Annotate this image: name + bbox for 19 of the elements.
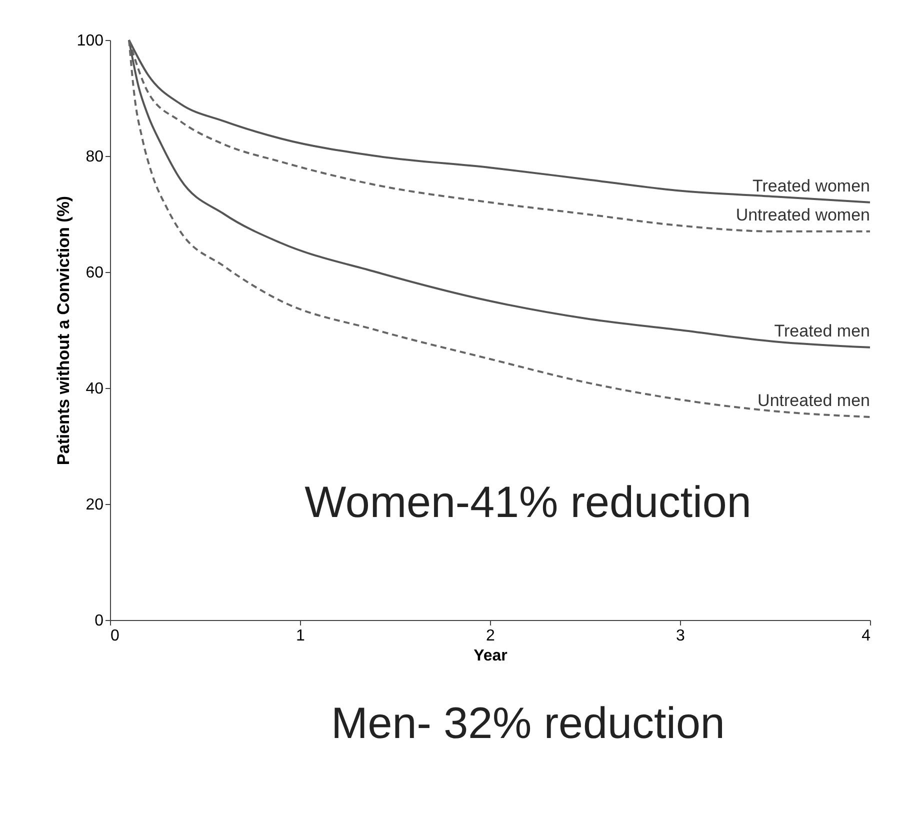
y-tick-label: 80	[86, 148, 104, 166]
y-tick-label: 40	[86, 380, 104, 398]
series-label: Untreated men	[758, 391, 870, 410]
y-tick-label: 20	[86, 496, 104, 514]
series-label: Treated women	[752, 176, 870, 196]
y-axis-title: Patients without a Conviction (%)	[54, 196, 73, 466]
x-tick-label: 1	[296, 628, 306, 644]
y-tick-label: 100	[76, 32, 104, 50]
x-axis-title: Year	[474, 648, 508, 664]
y-tick-label: 60	[86, 264, 104, 282]
x-tick-label: 4	[862, 628, 871, 644]
series-label: Untreated women	[736, 205, 870, 224]
text: Men- 32% reduction	[331, 699, 725, 748]
y-tick-label: 0	[94, 612, 104, 630]
x-tick-label: 2	[486, 628, 496, 644]
x-tick-label: 0	[110, 628, 120, 644]
series-label: Treated men	[774, 321, 870, 340]
annotation: Women-41% reduction	[304, 478, 752, 527]
x-tick-label: 3	[676, 628, 686, 644]
